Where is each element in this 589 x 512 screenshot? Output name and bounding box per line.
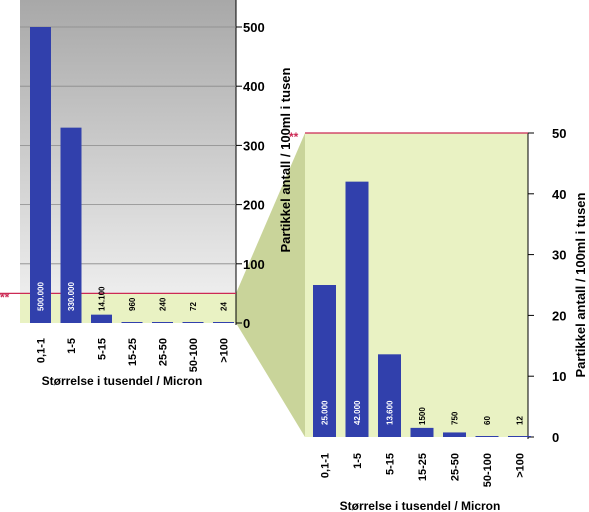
y-tick-label: 500: [243, 20, 265, 35]
category-label: 15-25: [127, 338, 139, 366]
data-label: 12: [516, 416, 525, 425]
y-tick-label: 200: [243, 198, 265, 213]
data-label: 330.000: [67, 282, 76, 311]
bar: [508, 436, 531, 437]
bar: [121, 322, 143, 323]
y-tick-label: 0: [243, 316, 250, 331]
y-tick-label: 30: [552, 248, 566, 263]
category-label: 5-15: [97, 338, 109, 360]
data-label: 72: [189, 302, 198, 311]
bar: [378, 354, 401, 437]
y-tick-label: 100: [243, 257, 265, 272]
bar: [60, 127, 82, 323]
category-label: 0,1-1: [36, 338, 48, 363]
y-tick-label: 300: [243, 138, 265, 153]
data-label: 60: [483, 416, 492, 425]
bar: [313, 285, 336, 437]
data-label: 24: [220, 302, 229, 311]
y-tick-label: 400: [243, 79, 265, 94]
bar: [91, 314, 112, 323]
category-label: 25-50: [450, 453, 462, 481]
category-label: 1-5: [66, 338, 78, 354]
chart-bars: [30, 27, 531, 437]
bar: [443, 432, 466, 437]
limit-marker: **: [0, 290, 10, 304]
y-axis-title: Partikkel antall / 100ml i tusen: [573, 192, 588, 377]
y-tick-label: 20: [552, 308, 566, 323]
bar: [410, 427, 434, 437]
chart-backgrounds: [20, 0, 528, 437]
x-axis-title: Størrelse i tusendel / Micron: [42, 374, 203, 388]
bar: [345, 181, 369, 437]
category-label: >100: [515, 453, 527, 478]
y-axis-title: Partikkel antall / 100ml i tusen: [278, 67, 293, 252]
category-label: 25-50: [158, 338, 170, 366]
zoom-connector: [236, 133, 305, 437]
data-label: 25.000: [321, 400, 330, 425]
data-label: 13.600: [386, 400, 395, 425]
data-label: 960: [128, 297, 137, 311]
category-label: >100: [219, 338, 231, 363]
y-tick-label: 40: [552, 187, 566, 202]
data-label: 14.100: [98, 286, 107, 311]
category-label: 1-5: [352, 453, 364, 469]
chart-gridlines: [0, 0, 534, 439]
y-tick-label: 50: [552, 126, 566, 141]
category-label: 15-25: [417, 453, 429, 481]
panel-background: [305, 133, 528, 437]
limit-range-highlight: [20, 293, 236, 323]
x-axis-title: Størrelse i tusendel / Micron: [340, 499, 501, 512]
bar: [30, 27, 51, 323]
category-label: 0,1-1: [320, 453, 332, 478]
bar: [475, 436, 499, 437]
data-label: 240: [159, 297, 168, 311]
bar: [152, 322, 173, 323]
data-label: 42.000: [353, 400, 362, 425]
category-label: 50-100: [188, 338, 200, 372]
limit-marker: **: [289, 130, 299, 144]
data-label: 750: [451, 411, 460, 425]
bar: [182, 322, 204, 323]
bar: [213, 322, 234, 323]
y-tick-label: 10: [552, 369, 566, 384]
category-label: 50-100: [482, 453, 494, 487]
data-label: 1500: [418, 407, 427, 425]
panel-background: [20, 0, 236, 323]
category-label: 5-15: [385, 453, 397, 475]
data-label: 500.000: [37, 282, 46, 311]
y-tick-label: 0: [552, 430, 559, 445]
